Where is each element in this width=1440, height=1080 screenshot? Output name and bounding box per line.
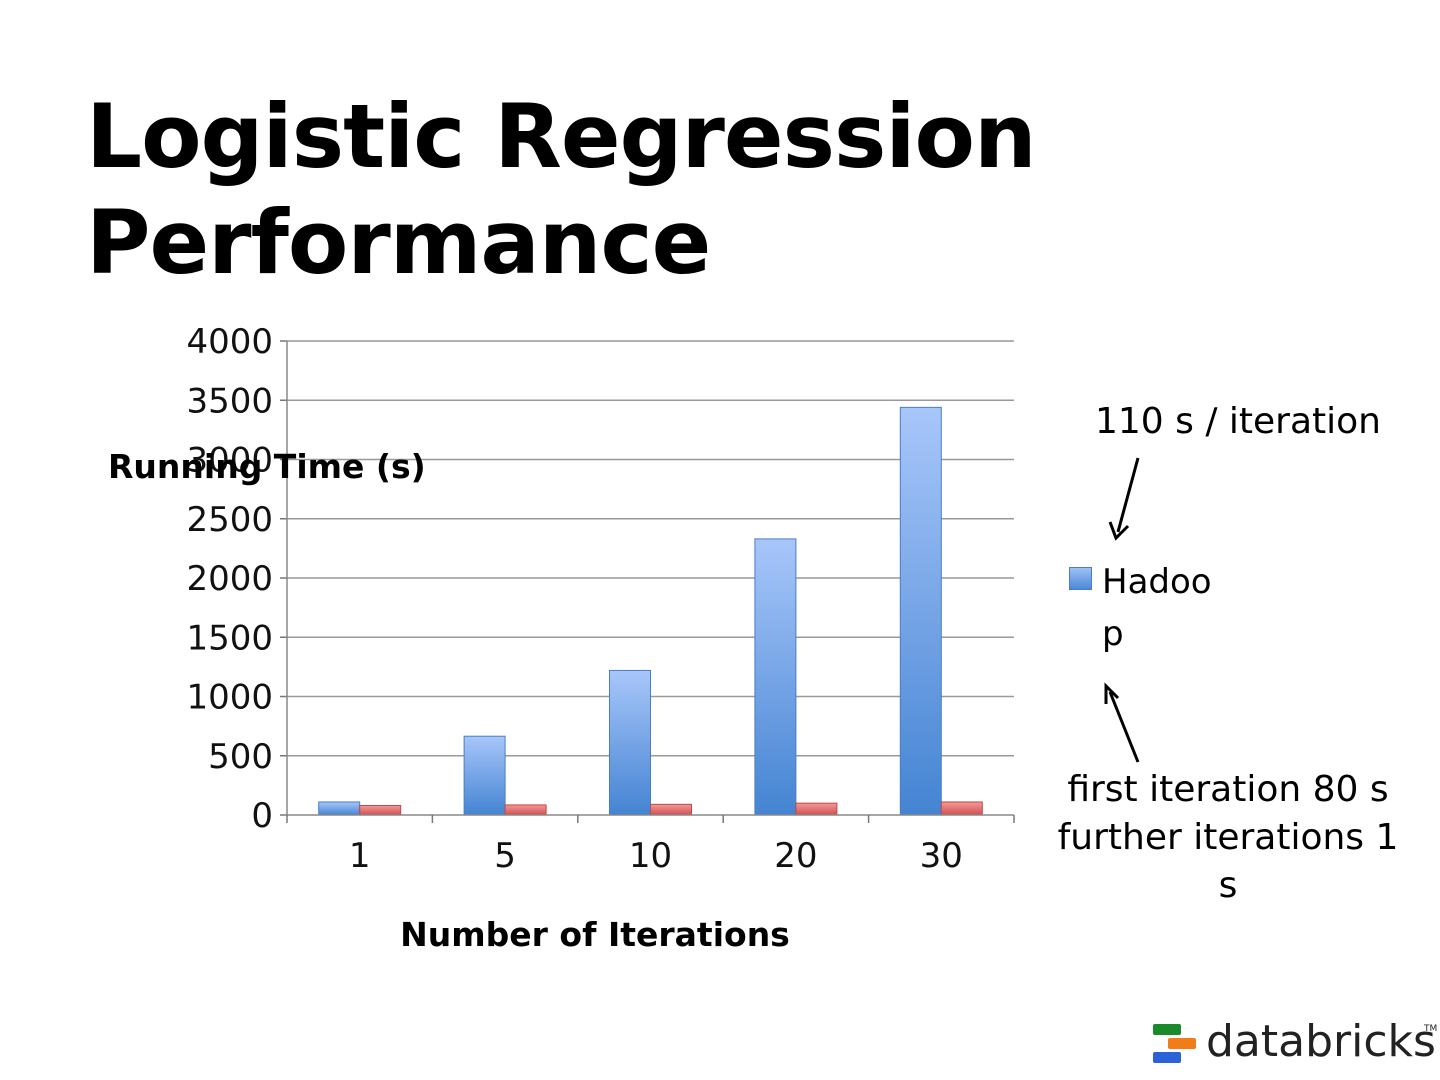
databricks-logo: databricks TM <box>1150 1016 1440 1072</box>
bar-series-2 <box>504 804 547 816</box>
x-tick-label: 5 <box>494 836 516 876</box>
y-tick-label: 500 <box>208 737 273 777</box>
x-tick-label: 10 <box>629 836 672 876</box>
y-tick-label: 0 <box>251 796 273 836</box>
tick-labels: 0 500 1000 1500 2000 2500 3000 3500 4000 1 5 10 20 30 <box>186 322 962 876</box>
bar-series-2 <box>650 803 692 816</box>
bar-hadoop <box>754 538 797 816</box>
annotation-arrows <box>1104 457 1140 763</box>
y-tick-label: 2500 <box>186 500 273 540</box>
logo-trademark: TM <box>1424 1024 1438 1034</box>
x-tick-label: 1 <box>349 836 371 876</box>
x-tick-label: 30 <box>920 836 963 876</box>
x-axis-title: Number of Iterations <box>400 915 790 954</box>
axes <box>280 340 1015 823</box>
bar-series-2 <box>940 801 983 816</box>
y-tick-label: 1000 <box>186 678 273 718</box>
bar-hadoop <box>609 669 651 816</box>
arrow-top-head <box>1108 521 1130 541</box>
databricks-logo-icon <box>1153 1024 1196 1063</box>
arrow-bottom-head <box>1104 682 1120 704</box>
y-tick-label: 1500 <box>186 618 273 658</box>
arrow-top-line <box>1116 457 1140 533</box>
logo-bar-orange <box>1168 1038 1196 1049</box>
y-tick-label: 3000 <box>186 441 273 481</box>
bar-hadoop <box>463 735 506 816</box>
slide-title-line1: Logistic Regression <box>86 85 1037 188</box>
y-tick-label: 4000 <box>186 322 273 362</box>
y-tick-label: 3500 <box>186 381 273 421</box>
slide-title: Logistic Regression Performance <box>86 84 1086 296</box>
logo-bar-green <box>1153 1024 1181 1035</box>
y-axis-title: Running Time (s) <box>108 447 426 486</box>
bar-hadoop <box>318 801 361 816</box>
legend-label-hadoop: Hadoop <box>1102 562 1212 654</box>
x-tick-label: 20 <box>774 836 817 876</box>
bar-series-2 <box>359 805 402 816</box>
legend-swatch-hadoop <box>1069 567 1092 590</box>
annotation-per-iteration: 110 s / iteration <box>1094 401 1381 442</box>
annotation-first-iteration: first iteration 80 s further iterations … <box>1057 769 1399 906</box>
bar-hadoop <box>899 406 942 816</box>
logo-text: databricks <box>1206 1016 1436 1067</box>
gridlines <box>287 340 1014 757</box>
y-tick-label: 2000 <box>186 559 273 599</box>
logo-bar-blue <box>1153 1052 1181 1063</box>
bar-series-2 <box>795 802 838 816</box>
arrow-bottom-line <box>1108 691 1140 763</box>
slide-title-line2: Performance <box>86 191 711 294</box>
